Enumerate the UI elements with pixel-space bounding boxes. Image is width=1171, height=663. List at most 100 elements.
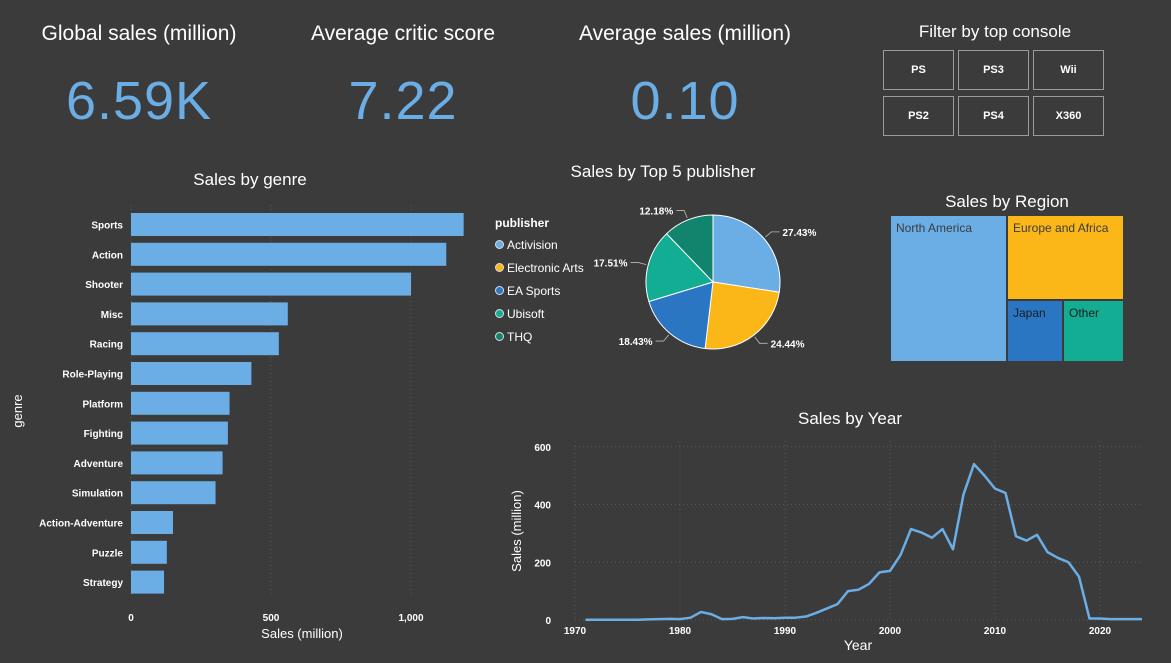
pie-slice[interactable] [665, 214, 714, 284]
publisher-legend: publisher Activision Electronic Arts EA Sp… [495, 216, 584, 348]
pie-slice[interactable] [645, 232, 714, 303]
publisher-legend-item[interactable]: Ubisoft [495, 302, 584, 325]
kpi-title-avg-sales: Average sales (million) [578, 22, 792, 45]
year-y-tick-label: 200 [534, 558, 551, 569]
genre-category-label: Fighting [84, 429, 123, 440]
treemap-cell[interactable]: North America [890, 215, 1007, 362]
console-button-ps2[interactable]: PS2 [883, 96, 954, 136]
legend-marker-icon [495, 240, 504, 249]
pie-value-label: 12.18% [639, 207, 673, 218]
genre-category-label: Action-Adventure [39, 519, 123, 530]
region-treemap: North America Europe and Africa Japan Other [890, 215, 1124, 362]
console-button-wii[interactable]: Wii [1033, 50, 1104, 90]
genre-category-label: Role-Playing [62, 370, 123, 381]
genre-bar[interactable] [131, 362, 252, 385]
publisher-chart-title: Sales by Top 5 publisher [570, 162, 756, 181]
treemap-cell-label: Other [1069, 306, 1100, 320]
publisher-legend-item[interactable]: THQ [495, 325, 584, 348]
publisher-legend-label: Electronic Arts [507, 260, 584, 275]
year-y-tick-label: 0 [545, 616, 551, 627]
genre-category-label: Shooter [85, 280, 123, 291]
year-line-chart: 0 200 400 600 1970 1980 1990 2000 2010 2020 Year Sa… [509, 441, 1143, 653]
genre-category-label: Simulation [72, 489, 123, 500]
publisher-legend-label: Ubisoft [507, 306, 545, 321]
pie-value-label: 18.43% [619, 337, 653, 348]
legend-marker-icon [495, 309, 504, 318]
genre-category-label: Misc [101, 310, 124, 321]
kpi-value-avg-critic-score: 7.22 [348, 71, 458, 131]
year-x-tick-label: 2010 [984, 626, 1007, 637]
pie-leader-line [655, 334, 670, 342]
pie-slice[interactable] [712, 214, 781, 293]
genre-category-label: Racing [90, 340, 123, 351]
genre-bar[interactable] [131, 391, 230, 415]
publisher-legend-label: Activision [507, 237, 558, 252]
pie-leader-line [765, 231, 780, 238]
genre-bar[interactable] [131, 481, 216, 505]
kpi-value-avg-sales: 0.10 [630, 71, 740, 131]
publisher-legend-label: EA Sports [507, 283, 561, 298]
console-button-ps3[interactable]: PS3 [958, 50, 1029, 90]
legend-marker-icon [495, 263, 504, 272]
genre-bar[interactable] [131, 213, 464, 236]
treemap-cell[interactable]: Other [1063, 300, 1124, 362]
genre-chart-title: Sales by genre [193, 170, 307, 189]
genre-x-tick-label: 0 [128, 613, 134, 624]
pie-leader-line [676, 210, 688, 219]
genre-x-axis-label: Sales (million) [261, 626, 343, 641]
pie-slice[interactable] [704, 281, 780, 350]
pie-slice[interactable] [648, 281, 714, 350]
console-button-ps[interactable]: PS [883, 50, 954, 90]
genre-bar[interactable] [131, 272, 411, 296]
treemap-cell-label: Japan [1013, 306, 1046, 320]
pie-value-label: 24.44% [771, 339, 805, 350]
kpi-title-global-sales: Global sales (million) [41, 22, 237, 45]
year-y-tick-label: 400 [534, 501, 551, 512]
genre-bar-chart: 0 500 1,000 Sports Action Shooter Misc Racing Ro… [10, 205, 464, 641]
year-y-tick-label: 600 [534, 443, 551, 454]
genre-x-tick-label: 500 [263, 613, 280, 624]
kpi-title-avg-critic-score: Average critic score [310, 22, 496, 45]
genre-category-label: Strategy [83, 578, 123, 589]
year-x-tick-label: 1980 [669, 626, 692, 637]
kpi-value-global-sales: 6.59K [65, 71, 213, 131]
genre-bar[interactable] [131, 540, 167, 564]
year-y-axis-label: Sales (million) [509, 490, 524, 572]
console-button-x360[interactable]: X360 [1033, 96, 1104, 136]
treemap-cell-label: North America [896, 221, 973, 235]
genre-x-tick-label: 1,000 [398, 613, 423, 624]
legend-marker-icon [495, 286, 504, 295]
pie-leader-line [630, 262, 647, 265]
genre-category-label: Action [92, 250, 123, 261]
publisher-legend-item[interactable]: Activision [495, 233, 584, 256]
publisher-legend-item[interactable]: Electronic Arts [495, 256, 584, 279]
genre-bar[interactable] [131, 570, 165, 594]
treemap-cell[interactable]: Japan [1007, 300, 1063, 362]
publisher-legend-label: THQ [507, 329, 533, 344]
pie-value-label: 17.51% [594, 259, 628, 270]
genre-category-label: Adventure [74, 459, 124, 470]
console-button-ps4[interactable]: PS4 [958, 96, 1029, 136]
year-x-tick-label: 1970 [564, 626, 587, 637]
region-chart-title: Sales by Region [945, 192, 1069, 211]
treemap-cell[interactable]: Europe and Africa [1007, 215, 1124, 300]
year-sales-line[interactable] [585, 462, 1143, 621]
console-filter-title: Filter by top console [918, 22, 1072, 41]
year-x-tick-label: 2020 [1089, 626, 1112, 637]
genre-bar[interactable] [131, 242, 447, 266]
treemap-cell-label: Europe and Africa [1013, 221, 1109, 235]
genre-bar[interactable] [131, 421, 228, 445]
year-x-tick-label: 1990 [774, 626, 797, 637]
genre-category-label: Puzzle [92, 548, 124, 559]
legend-marker-icon [495, 332, 504, 341]
publisher-legend-item[interactable]: EA Sports [495, 279, 584, 302]
publisher-pie-chart: 27.43% 24.44% 18.43% 17.51% 12.18% [594, 207, 817, 351]
publisher-legend-title: publisher [495, 216, 550, 230]
genre-y-axis-label: genre [10, 394, 25, 427]
pie-value-label: 27.43% [782, 228, 816, 239]
genre-bar[interactable] [131, 451, 223, 475]
pie-leader-line [754, 336, 768, 344]
genre-bar[interactable] [131, 511, 173, 534]
genre-bar[interactable] [131, 302, 288, 326]
genre-bar[interactable] [131, 332, 279, 356]
